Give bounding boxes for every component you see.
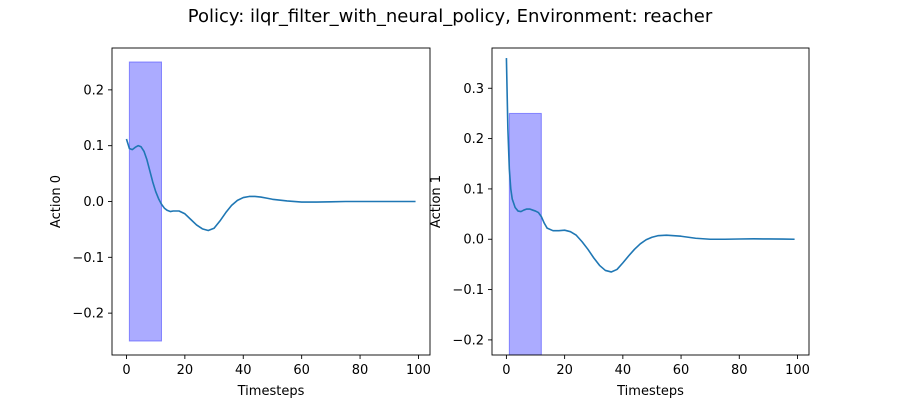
x-tick-label-0-20: 20 — [177, 363, 194, 378]
y-axis-label-1: Action 1 — [429, 175, 444, 228]
x-tick-label-1-80: 80 — [731, 363, 748, 378]
x-tick-label-1-60: 60 — [673, 363, 690, 378]
y-tick-label-1-5: 0.3 — [463, 82, 484, 97]
y-tick-label-0-3: 0.1 — [83, 139, 104, 154]
subplot-action-0: 0 20 40 60 80 100 −0.2 −0.1 0.0 0.1 0.2 Timesteps Ac… — [49, 47, 431, 399]
series-line-0-0 — [125, 138, 416, 232]
x-tick-label-0-80: 80 — [352, 363, 369, 378]
x-tick-label-1-0: 0 — [502, 363, 510, 378]
x-tick-label-0-100: 100 — [406, 363, 431, 378]
x-axis-label-1: Timesteps — [616, 384, 684, 399]
y-tick-label-0-0: −0.2 — [72, 307, 104, 322]
figure-title: Policy: ilqr_filter_with_neural_policy, … — [188, 6, 713, 27]
y-axis-label-0: Action 0 — [49, 175, 64, 228]
x-tick-label-1-100: 100 — [785, 363, 810, 378]
y-tick-label-1-0: −0.2 — [452, 333, 484, 348]
x-tick-label-0-0: 0 — [122, 363, 130, 378]
x-axis-label-0: Timesteps — [237, 384, 305, 399]
subplot-action-1: 0 20 40 60 80 100 −0.2 −0.1 0.0 0.1 0.2 0.3 Timestep… — [429, 47, 810, 399]
highlight-box-1 — [508, 112, 542, 355]
x-tick-label-1-20: 20 — [556, 363, 573, 378]
y-tick-label-0-1: −0.1 — [72, 251, 104, 266]
y-tick-label-0-2: 0.0 — [83, 195, 104, 210]
x-tick-label-0-40: 40 — [235, 363, 252, 378]
y-tick-label-1-1: −0.1 — [452, 283, 484, 298]
y-tick-label-0-4: 0.2 — [83, 83, 104, 98]
x-tick-label-0-60: 60 — [293, 363, 310, 378]
x-tick-label-1-40: 40 — [615, 363, 632, 378]
axes-frame-1 — [491, 47, 810, 356]
y-tick-label-1-4: 0.2 — [463, 132, 484, 147]
highlight-box-0 — [128, 61, 162, 342]
y-tick-label-1-2: 0.0 — [463, 233, 484, 248]
series-line-1-0 — [505, 58, 795, 273]
y-tick-label-1-3: 0.1 — [463, 182, 484, 197]
